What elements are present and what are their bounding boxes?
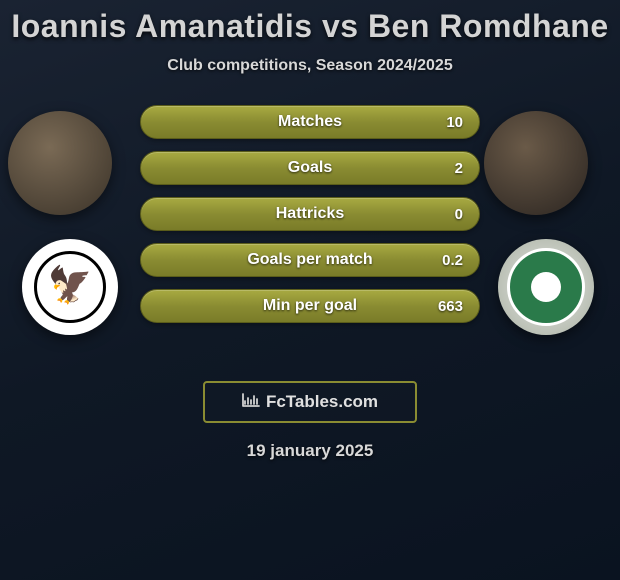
footer-date: 19 january 2025 — [0, 441, 620, 461]
stat-label: Min per goal — [263, 297, 357, 315]
eagle-icon: 🦅 — [48, 267, 93, 303]
eintracht-logo: 🦅 — [34, 251, 106, 323]
stat-value-right: 0.2 — [442, 252, 463, 269]
comparison-area: 🦅 Matches 10 Goals 2 Hattricks 0 Goals p… — [0, 103, 620, 363]
club-right-badge — [498, 239, 594, 335]
stat-row-goals: Goals 2 — [140, 151, 480, 185]
stat-label: Goals per match — [247, 251, 372, 269]
ferencvaros-logo — [507, 248, 585, 326]
stat-bars: Matches 10 Goals 2 Hattricks 0 Goals per… — [140, 105, 480, 335]
chart-icon — [242, 393, 260, 412]
stat-value-right: 0 — [455, 206, 463, 223]
stat-value-right: 663 — [438, 298, 463, 315]
subtitle: Club competitions, Season 2024/2025 — [0, 57, 620, 75]
stat-row-hattricks: Hattricks 0 — [140, 197, 480, 231]
stat-row-gpm: Goals per match 0.2 — [140, 243, 480, 277]
page-title: Ioannis Amanatidis vs Ben Romdhane — [0, 8, 620, 45]
stat-label: Hattricks — [276, 205, 344, 223]
stat-value-right: 10 — [446, 114, 463, 131]
player-left-avatar — [8, 111, 112, 215]
stat-row-mpg: Min per goal 663 — [140, 289, 480, 323]
source-logo-box: FcTables.com — [203, 381, 417, 423]
player-right-avatar — [484, 111, 588, 215]
stat-label: Matches — [278, 113, 342, 131]
stat-row-matches: Matches 10 — [140, 105, 480, 139]
stat-value-right: 2 — [455, 160, 463, 177]
club-left-badge: 🦅 — [22, 239, 118, 335]
source-logo-text: FcTables.com — [266, 392, 378, 412]
stat-label: Goals — [288, 159, 332, 177]
